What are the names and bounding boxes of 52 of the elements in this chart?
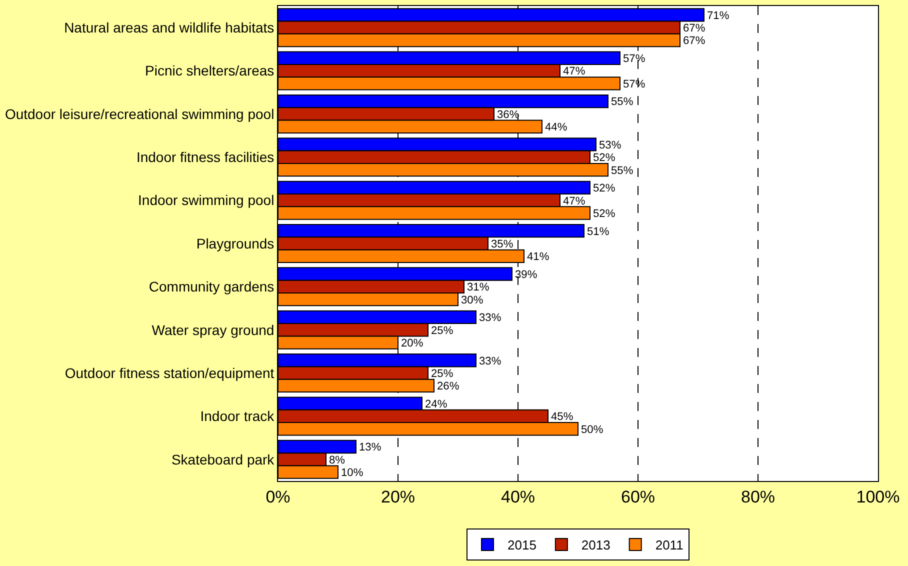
data-label: 13% — [359, 442, 382, 454]
data-label: 51% — [587, 226, 610, 238]
x-tick-label: 100% — [856, 487, 900, 506]
legend-label: 2011 — [655, 538, 684, 553]
data-label: 41% — [527, 251, 550, 264]
data-label: 55% — [611, 96, 634, 108]
data-label: 57% — [623, 53, 646, 66]
y-tick-label: Outdoor leisure/recreational swimming pool — [4, 106, 274, 122]
data-label: 33% — [479, 312, 502, 324]
data-label: 33% — [479, 355, 502, 368]
data-label: 52% — [593, 182, 616, 195]
y-tick-label: Indoor fitness facilities — [136, 149, 274, 166]
x-tick-label: 80% — [740, 487, 776, 506]
data-label: 53% — [599, 139, 622, 152]
data-label: 25% — [431, 368, 454, 380]
data-label: 52% — [593, 208, 616, 220]
data-label: 47% — [563, 66, 586, 78]
data-label: 71% — [707, 10, 730, 22]
data-label: 10% — [341, 467, 364, 480]
x-tick-label: 40% — [500, 487, 536, 506]
y-tick-label: Playgrounds — [196, 235, 274, 252]
y-tick-label: Indoor swimming pool — [138, 192, 274, 208]
data-label: 30% — [461, 294, 484, 306]
y-tick-label: Natural areas and wildlife habitats — [64, 19, 274, 36]
legend-label: 2015 — [508, 538, 536, 553]
data-label: 52% — [593, 152, 616, 164]
data-label: 25% — [431, 324, 454, 337]
y-tick-label: Water spray ground — [152, 322, 274, 338]
data-label: 67% — [683, 22, 706, 35]
x-tick-label: 0% — [266, 487, 290, 506]
data-label: 26% — [437, 380, 460, 393]
data-label: 67% — [683, 35, 706, 48]
legend-label: 2013 — [581, 538, 610, 553]
data-label: 47% — [563, 195, 586, 208]
data-label: 44% — [545, 122, 568, 134]
y-tick-label: Outdoor fitness station/equipment — [64, 364, 274, 381]
y-tick-label: Picnic shelters/areas — [145, 62, 274, 79]
data-label: 24% — [425, 398, 448, 411]
y-tick-label: Indoor track — [200, 408, 276, 424]
y-tick-label: Skateboard park — [171, 451, 276, 468]
x-tick-label: 60% — [620, 487, 656, 506]
data-label: 45% — [551, 411, 574, 424]
data-label: 35% — [491, 238, 514, 250]
data-label: 55% — [611, 164, 634, 177]
y-tick-label: Community gardens — [148, 278, 274, 295]
data-label: 36% — [497, 108, 520, 121]
data-label: 8% — [329, 454, 346, 466]
data-label: 31% — [467, 282, 490, 294]
x-tick-label: 20% — [380, 487, 416, 506]
data-label: 20% — [401, 337, 424, 350]
data-label: 50% — [581, 424, 604, 436]
data-label: 39% — [515, 268, 538, 281]
